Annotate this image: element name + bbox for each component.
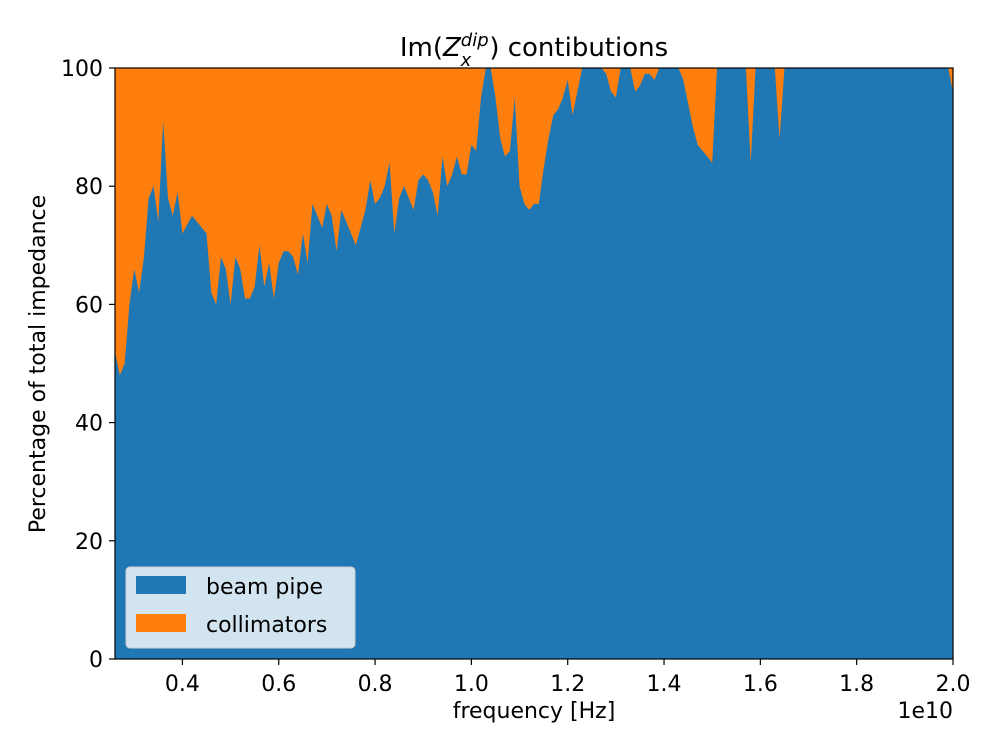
title-prefix: Im( xyxy=(400,33,443,63)
legend-swatch-beam-pipe xyxy=(136,576,186,594)
x-tick-label: 1.4 xyxy=(647,672,682,697)
title-base: Z xyxy=(442,33,462,63)
beam-pipe-area xyxy=(115,68,953,659)
x-tick-label: 1.8 xyxy=(839,672,874,697)
y-tick-label: 20 xyxy=(75,530,103,555)
x-axis: 0.4 0.6 0.8 1.0 1.2 1.4 1.6 1.8 2.0 xyxy=(165,659,971,697)
x-tick-label: 1.6 xyxy=(743,672,778,697)
x-tick-label: 2.0 xyxy=(936,672,971,697)
x-tick-label: 1.0 xyxy=(454,672,489,697)
legend-swatch-collimators xyxy=(136,614,186,632)
y-axis-label: Percentage of total impedance xyxy=(26,195,51,533)
title-superscript: dip xyxy=(461,30,489,51)
y-tick-label: 100 xyxy=(61,57,103,82)
plot-frame xyxy=(114,67,954,660)
legend-label-collimators: collimators xyxy=(206,613,327,638)
plot-area xyxy=(114,67,954,660)
y-tick-label: 60 xyxy=(75,293,103,318)
x-tick-label: 1.2 xyxy=(550,672,585,697)
x-axis-label: frequency [Hz] xyxy=(453,699,616,724)
y-tick-label: 0 xyxy=(89,648,103,673)
x-tick-label: 0.8 xyxy=(358,672,393,697)
legend: beam pipe collimators xyxy=(125,566,356,649)
x-offset-label: 1e10 xyxy=(897,699,953,724)
y-tick-label: 80 xyxy=(75,175,103,200)
y-axis: 0 20 40 60 80 100 xyxy=(61,57,115,673)
title-subscript: x xyxy=(460,50,472,71)
legend-label-beam-pipe: beam pipe xyxy=(206,575,323,600)
x-tick-label: 0.4 xyxy=(165,672,200,697)
title-suffix: ) contibutions xyxy=(489,33,668,63)
y-tick-label: 40 xyxy=(75,412,103,437)
x-tick-label: 0.6 xyxy=(261,672,296,697)
chart-title: Im(Zdip x ) contibutions xyxy=(400,30,668,71)
